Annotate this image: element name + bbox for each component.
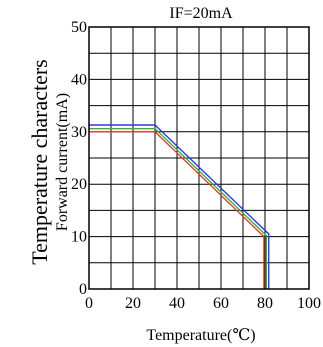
series-line-1 xyxy=(89,131,265,289)
x-tick-label: 100 xyxy=(297,295,321,312)
x-tick-label: 80 xyxy=(257,295,273,312)
x-tick-label: 40 xyxy=(169,295,185,312)
x-tick-labels: 0 20 40 60 80 100 xyxy=(85,295,321,312)
chart-title: IF=20mA xyxy=(169,5,233,22)
y-axis-label-line1: Temperature characters xyxy=(27,59,52,265)
plot-frame xyxy=(88,26,310,290)
y-tick-label: 20 xyxy=(71,176,87,193)
y-tick-label: 0 xyxy=(79,281,87,298)
y-tick-label: 40 xyxy=(71,71,87,88)
grid-lines xyxy=(88,26,310,290)
x-tick-label: 0 xyxy=(85,295,93,312)
series-line-3 xyxy=(89,124,270,289)
series-lines xyxy=(89,124,270,289)
y-tick-label: 10 xyxy=(71,229,87,246)
y-tick-label: 50 xyxy=(71,19,87,36)
x-tick-label: 20 xyxy=(125,295,141,312)
series-line-2 xyxy=(89,127,268,289)
x-tick-label: 60 xyxy=(213,295,229,312)
y-axis-label-line2: Forward current(mA) xyxy=(54,93,71,231)
y-tick-label: 30 xyxy=(71,124,87,141)
x-axis-label: Temperature(℃) xyxy=(146,327,255,344)
y-tick-labels: 0 10 20 30 40 50 xyxy=(71,19,87,298)
